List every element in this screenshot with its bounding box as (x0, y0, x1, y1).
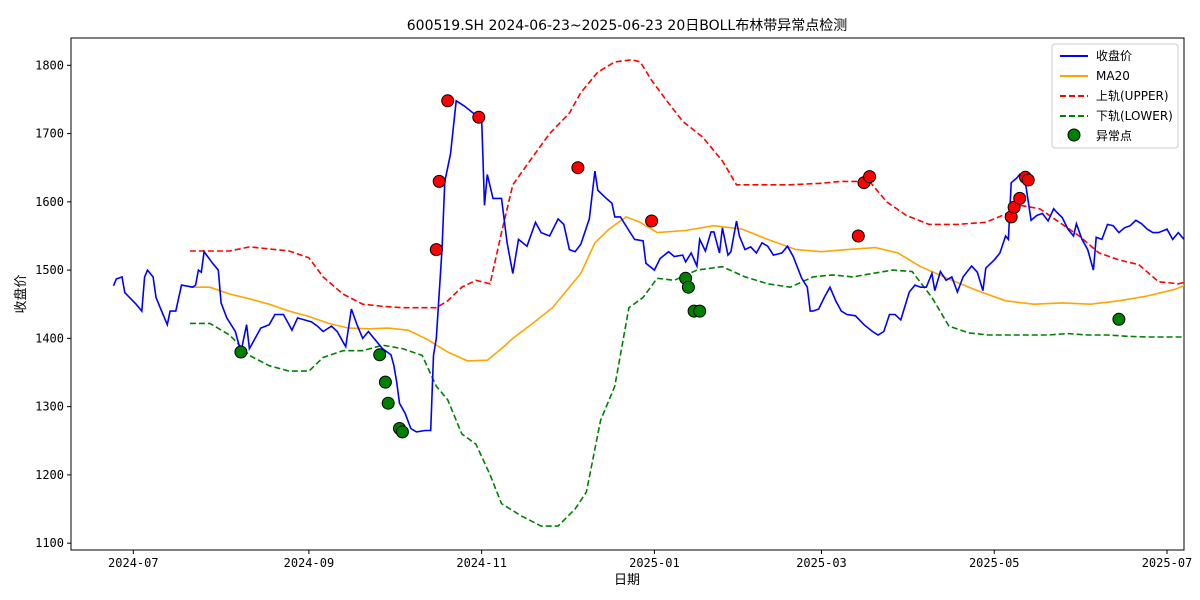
anomaly-point (863, 170, 877, 184)
anomaly-point (571, 161, 585, 175)
y-tick-label: 1100 (35, 536, 64, 550)
y-tick-label: 1300 (35, 400, 64, 414)
y-tick-label: 1600 (35, 195, 64, 209)
legend: 收盘价 MA20 上轨(UPPER) 下轨(LOWER) 异常点 (1051, 43, 1179, 149)
x-axis: 2024-07 2024-09 2024-11 2025-01 2025-03 2025-… (108, 550, 1192, 570)
legend-anomaly-label: 异常点 (1096, 129, 1132, 143)
legend-ma20-label: MA20 (1096, 69, 1130, 83)
ma20-line (189, 215, 1184, 362)
x-tick-label: 2024-09 (284, 556, 335, 570)
anomaly-point (395, 425, 409, 439)
anomaly-point (472, 110, 486, 124)
y-tick-label: 1400 (35, 331, 64, 345)
anomaly-point (373, 348, 387, 362)
chart-title: 600519.SH 2024-06-23~2025-06-23 20日BOLL布… (407, 18, 847, 34)
anomaly-point (429, 243, 443, 257)
lower-band-line (189, 265, 1184, 527)
x-tick-label: 2025-05 (969, 556, 1020, 570)
x-axis-title: 日期 (614, 573, 640, 588)
anomaly-point (234, 345, 248, 359)
anomaly-point (681, 280, 695, 294)
y-tick-label: 1700 (35, 127, 64, 141)
close-price-line (112, 99, 1184, 433)
legend-anomaly-swatch (1067, 128, 1081, 142)
legend-box (1051, 43, 1179, 149)
anomaly-point (645, 214, 659, 228)
plot-area (70, 37, 1185, 551)
anomaly-point (381, 396, 395, 410)
anomaly-point (1112, 312, 1126, 326)
legend-lower-label: 下轨(LOWER) (1096, 109, 1173, 123)
y-axis-title: 收盘价 (13, 274, 29, 313)
series-group (112, 58, 1184, 527)
anomaly-point (1021, 173, 1035, 187)
anomaly-point (1013, 191, 1027, 205)
anomaly-point (693, 304, 707, 318)
x-tick-label: 2024-07 (108, 556, 159, 570)
y-axis: 1100 1200 1300 1400 1500 1600 1700 1800 (35, 58, 71, 550)
x-tick-label: 2024-11 (456, 556, 507, 570)
anomaly-point (378, 375, 392, 389)
legend-close-label: 收盘价 (1096, 48, 1132, 63)
y-tick-label: 1500 (35, 263, 64, 277)
x-tick-label: 2025-01 (629, 556, 680, 570)
x-tick-label: 2025-07 (1142, 556, 1193, 570)
anomaly-point (851, 229, 865, 243)
y-tick-label: 1200 (35, 468, 64, 482)
legend-upper-label: 上轨(UPPER) (1096, 89, 1169, 103)
anomaly-markers (234, 94, 1126, 439)
anomaly-point (432, 174, 446, 188)
x-tick-label: 2025-03 (796, 556, 847, 570)
y-tick-label: 1800 (35, 58, 64, 72)
anomaly-point (441, 94, 455, 108)
plot-frame (70, 37, 1185, 551)
